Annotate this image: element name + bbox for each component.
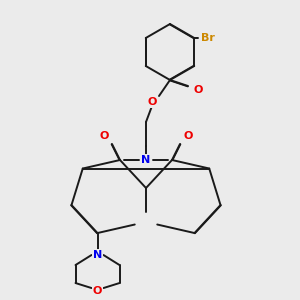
Text: O: O bbox=[193, 85, 203, 95]
Text: N: N bbox=[93, 250, 102, 260]
Text: O: O bbox=[183, 131, 193, 141]
Text: N: N bbox=[141, 155, 151, 165]
Text: O: O bbox=[99, 131, 109, 141]
Text: Br: Br bbox=[201, 33, 215, 43]
Text: O: O bbox=[93, 286, 102, 296]
Text: O: O bbox=[147, 97, 157, 107]
